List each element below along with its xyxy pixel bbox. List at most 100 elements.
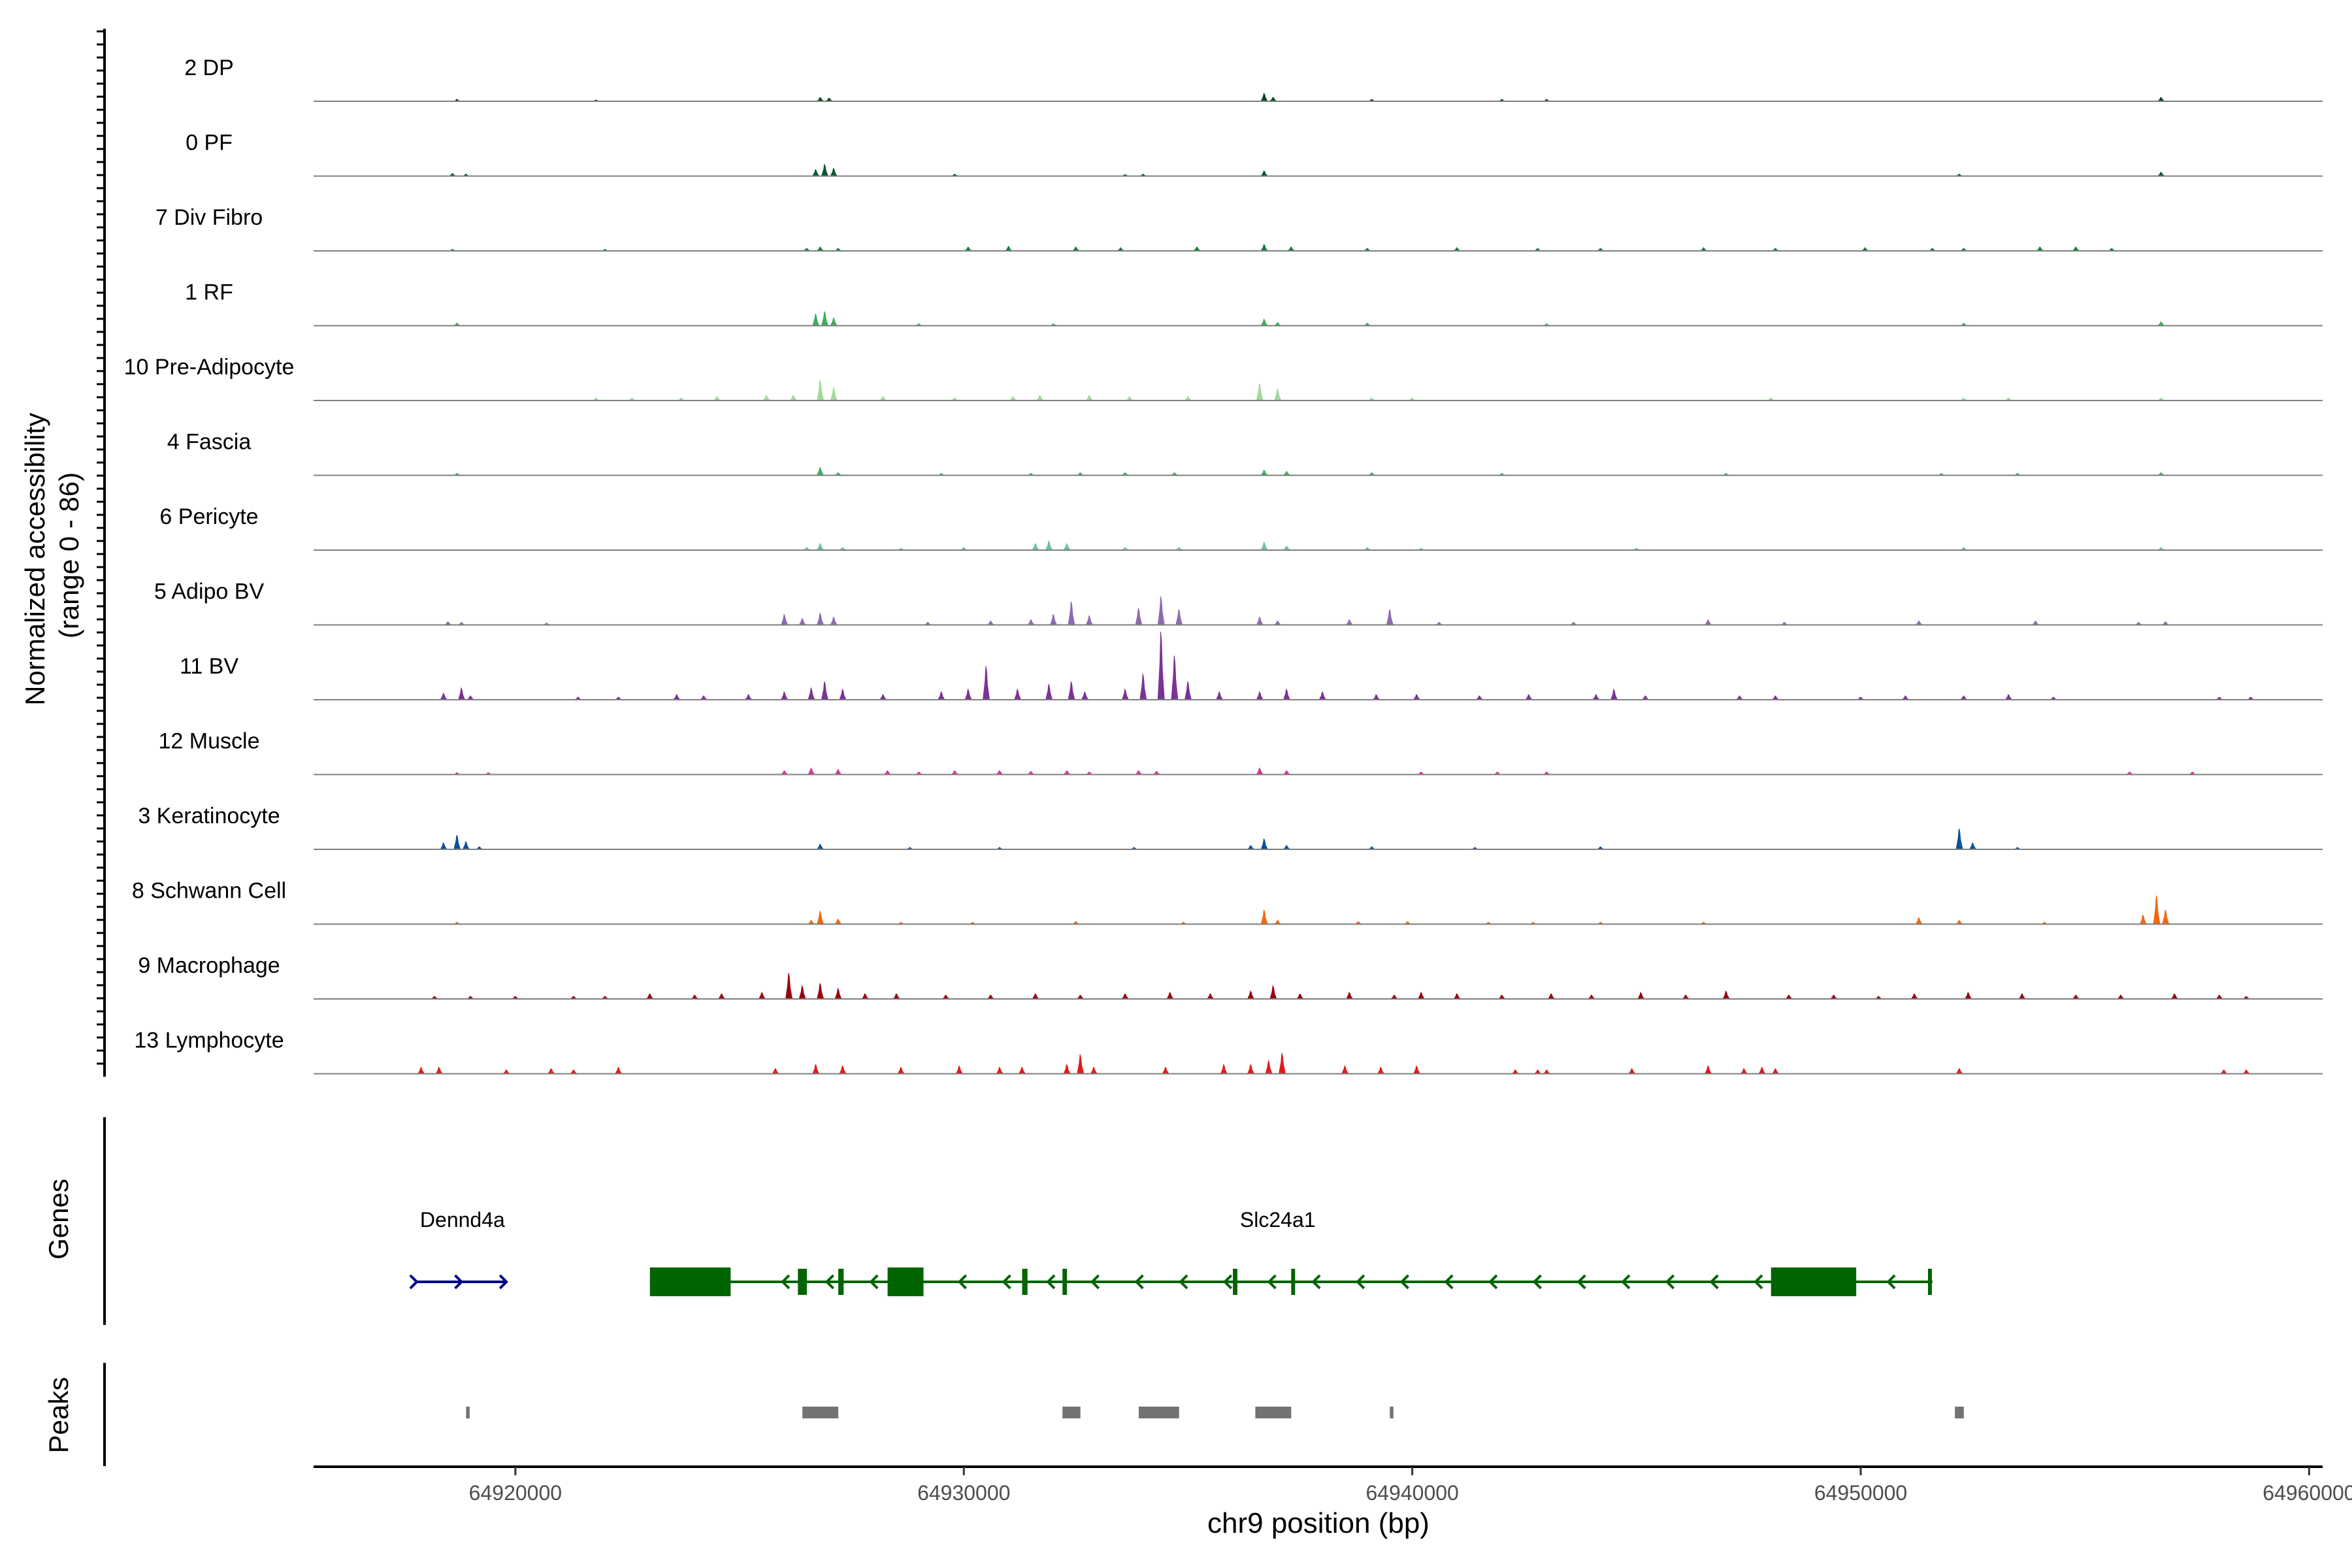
strand-arrow [409,1274,419,1290]
gene-name-label: Slc24a1 [1240,1208,1316,1232]
x-tick-label: 64950000 [1814,1481,1907,1505]
genes-panel-title: Genes [43,1179,74,1260]
strand-arrow [1399,1274,1409,1290]
strand-arrow [781,1274,791,1290]
x-tick-label: 64920000 [469,1481,562,1505]
coverage-area [314,828,2323,850]
strand-arrow [1090,1274,1100,1290]
coverage-area [314,631,2323,700]
gene-slc24a1: Slc24a1 [649,1208,1933,1296]
track-9-macrophage: 9 Macrophage [138,953,2323,1000]
exon [1022,1269,1028,1295]
exon [1062,1269,1068,1295]
strand-arrow [1576,1274,1586,1290]
track-4-fascia: 4 Fascia [167,430,2323,476]
strand-arrow [1532,1274,1543,1290]
strand-arrow [498,1274,508,1290]
exon [1771,1267,1857,1296]
exon [838,1269,844,1295]
track-label: 3 Keratinocyte [138,804,280,828]
coverage-area [314,973,2323,1000]
strand-arrow [1046,1274,1056,1290]
coverage-y-ticks [97,30,105,1065]
gene-name-label: Dennd4a [420,1208,505,1232]
track-label: 8 Schwann Cell [132,879,286,904]
track-label: 2 DP [184,56,234,80]
strand-arrow [1222,1274,1233,1290]
track-1-rf: 1 RF [185,280,2323,327]
strand-arrow [1267,1274,1277,1290]
peak-region [466,1407,470,1418]
gene-dennd4a: Dennd4a [409,1208,508,1290]
track-label: 13 Lymphocyte [134,1028,284,1053]
strand-arrow [454,1274,464,1290]
y-axis-label: Normalized accessibility (range 0 - 86) [20,405,84,706]
x-tick-label: 64930000 [917,1481,1010,1505]
track-6-pericyte: 6 Pericyte [159,504,2323,551]
strand-arrow [1886,1274,1896,1290]
strand-arrow [1709,1274,1719,1290]
coverage-area [314,895,2323,924]
peak-region [1138,1407,1179,1418]
coverage-area [314,466,2323,476]
track-3-keratinocyte: 3 Keratinocyte [138,804,2323,850]
x-axis-ticks: 64920000 64930000 64940000 64950000 64960000 [469,1467,2352,1505]
exon [798,1269,808,1295]
track-2-dp: 2 DP [184,56,2323,102]
track-8-schwann-cell: 8 Schwann Cell [132,879,2323,925]
track-13-lymphocyte: 13 Lymphocyte [134,1028,2323,1075]
strand-arrow [825,1274,834,1290]
exon [1927,1269,1932,1295]
coverage-area [314,92,2323,102]
coverage-tracks: 2 DP 0 PF 7 Div Fibro 1 RF 10 Pre-Adipocyte 4… [124,56,2323,1075]
peak-region [802,1407,839,1418]
x-tick-label: 64940000 [1365,1481,1458,1505]
coverage-area [314,311,2323,326]
coverage-area [314,1053,2323,1074]
peak-region [1390,1407,1394,1418]
coverage-area [314,163,2323,176]
exon [1291,1269,1296,1295]
peaks-track [466,1407,1964,1418]
track-label: 6 Pericyte [159,504,258,529]
track-label: 12 Muscle [159,729,260,754]
track-10-pre-adipocyte: 10 Pre-Adipocyte [124,355,2323,401]
coverage-area [314,596,2323,625]
track-label: 1 RF [185,280,233,305]
coverage-area [314,380,2323,401]
exon [649,1267,731,1296]
strand-arrow [957,1274,968,1290]
coverage-area [314,244,2323,252]
track-7-div-fibro: 7 Div Fibro [155,205,2323,252]
gene-annotation-track: Dennd4a Slc24a1 [409,1208,1933,1296]
strand-arrow [1356,1274,1365,1290]
track-12-muscle: 12 Muscle [159,729,2323,776]
strand-arrow [1179,1274,1188,1290]
track-label: 0 PF [186,131,233,155]
coverage-area [314,540,2323,551]
track-label: 4 Fascia [167,430,252,455]
x-axis-label: chr9 position (bp) [1207,1507,1429,1539]
exon [887,1267,924,1296]
coverage-area [314,767,2323,775]
strand-arrow [1754,1274,1763,1290]
peak-region [1062,1407,1081,1418]
track-0-pf: 0 PF [186,131,2323,177]
track-label: 5 Adipo BV [154,580,265,604]
peaks-panel-title: Peaks [43,1377,74,1454]
track-5-adipo-bv: 5 Adipo BV [154,580,2323,626]
strand-arrow [1444,1274,1454,1290]
strand-arrow [1488,1274,1498,1290]
strand-arrow [1134,1274,1144,1290]
track-label: 10 Pre-Adipocyte [124,355,295,380]
strand-arrow [1665,1274,1675,1290]
track-label: 7 Div Fibro [155,205,263,230]
strand-arrow [1002,1274,1011,1290]
strand-arrow [869,1274,879,1290]
track-label: 11 BV [180,654,238,679]
peak-region [1955,1407,1964,1418]
strand-arrow [1311,1274,1321,1290]
track-label: 9 Macrophage [138,953,280,978]
peak-region [1255,1407,1292,1418]
